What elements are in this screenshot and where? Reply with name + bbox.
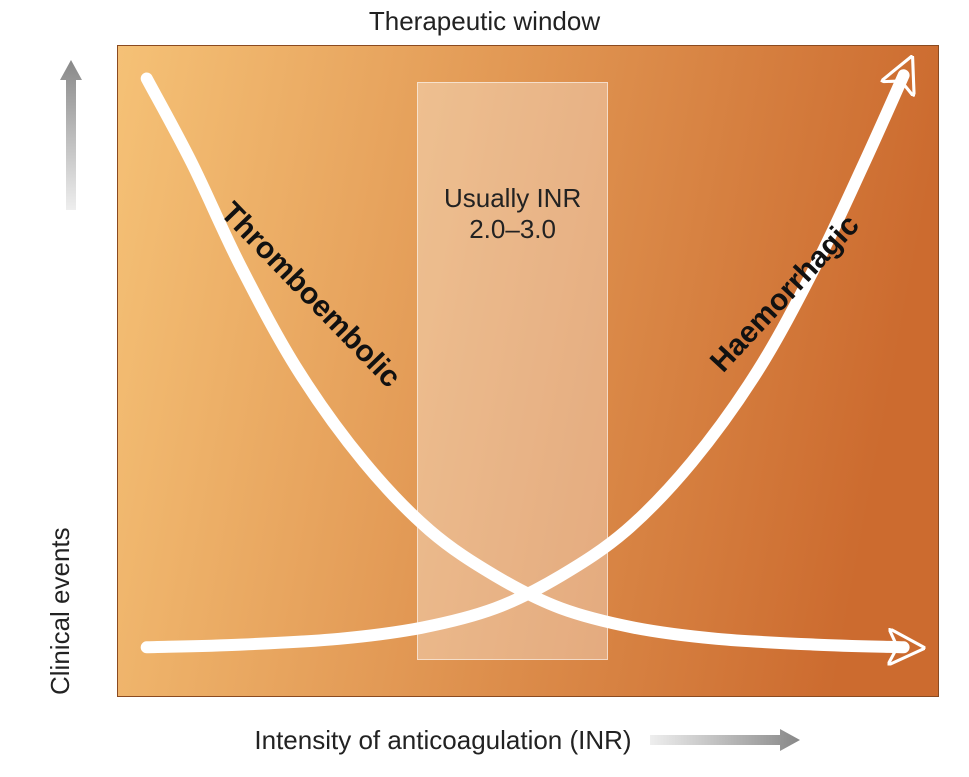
thromboembolic-curve	[147, 79, 904, 648]
x-axis-label: Intensity of anticoagulation (INR)	[254, 725, 631, 756]
haemorrhagic-curve	[147, 75, 904, 647]
chart-container: Therapeutic window Clinical events U	[0, 0, 969, 777]
y-axis: Clinical events	[60, 45, 100, 695]
y-axis-label: Clinical events	[0, 527, 76, 695]
plot-area: Usually INR 2.0–3.0 Thromboembolic Haemo…	[117, 45, 939, 697]
x-axis: Intensity of anticoagulation (INR)	[117, 710, 937, 770]
x-axis-arrow-icon	[650, 729, 800, 751]
chart-title: Therapeutic window	[0, 6, 969, 37]
curves	[118, 46, 938, 696]
